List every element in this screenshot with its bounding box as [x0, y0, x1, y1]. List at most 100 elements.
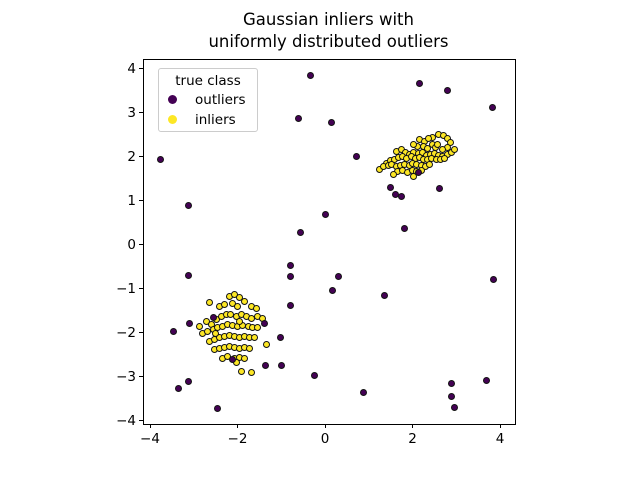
scatter-point-inliers [433, 140, 441, 148]
scatter-point-inliers [241, 354, 248, 362]
scatter-point-outliers [386, 183, 394, 191]
y-tick-label: −1 [116, 280, 136, 297]
scatter-point-inliers [252, 304, 260, 312]
scatter-point-inliers [236, 294, 244, 302]
legend-item-outliers: outliers [159, 90, 257, 110]
scatter-point-inliers [241, 298, 248, 305]
scatter-point-outliers [174, 385, 182, 393]
y-tick-mark [139, 332, 143, 334]
scatter-point-inliers [212, 330, 220, 338]
scatter-point-outliers [443, 87, 451, 95]
chart-title-line-2: uniformly distributed outliers [208, 32, 449, 51]
scatter-point-outliers [185, 201, 193, 209]
scatter-point-outliers [360, 389, 367, 396]
scatter-point-outliers [450, 404, 458, 412]
y-tick-mark [139, 288, 143, 290]
scatter-point-outliers [488, 103, 496, 111]
scatter-point-outliers [278, 361, 286, 369]
scatter-point-inliers [447, 138, 455, 146]
chart-title-line-1: Gaussian inliers with [243, 10, 414, 29]
scatter-point-inliers [254, 324, 262, 332]
scatter-point-outliers [482, 376, 490, 384]
scatter-point-inliers [234, 302, 241, 310]
legend-item-inliers: inliers [159, 110, 257, 130]
scatter-point-outliers [414, 169, 422, 177]
x-tick-mark [324, 424, 326, 428]
scatter-point-outliers [448, 380, 456, 388]
scatter-point-outliers [295, 114, 303, 122]
scatter-point-outliers [306, 71, 314, 79]
scatter-point-inliers [451, 145, 458, 153]
legend-title: true class [175, 73, 241, 89]
y-tick-label: −2 [116, 324, 136, 341]
scatter-point-inliers [195, 323, 203, 331]
scatter-point-outliers [489, 275, 497, 283]
x-tick-label: −4 [140, 431, 160, 447]
scatter-point-outliers [214, 405, 222, 413]
scatter-point-outliers [397, 192, 405, 200]
scatter-point-outliers [157, 156, 165, 164]
y-tick-mark [139, 112, 143, 114]
scatter-point-inliers [409, 172, 417, 180]
scatter-point-outliers [185, 377, 193, 385]
scatter-point-inliers [390, 170, 398, 178]
y-tick-label: 0 [127, 236, 136, 253]
scatter-point-inliers [263, 341, 271, 349]
y-tick-mark [139, 420, 143, 422]
scatter-point-inliers [220, 301, 228, 309]
scatter-point-outliers [185, 271, 193, 279]
scatter-point-outliers [400, 224, 408, 232]
scatter-point-inliers [236, 317, 244, 325]
scatter-point-outliers [287, 272, 295, 280]
scatter-point-outliers [329, 287, 337, 295]
x-tick-mark [237, 424, 238, 428]
scatter-point-inliers [238, 368, 246, 376]
x-tick-label: 0 [320, 431, 330, 447]
y-tick-mark [139, 156, 143, 158]
scatter-point-outliers [286, 262, 294, 270]
outliers-marker-icon [168, 95, 177, 104]
scatter-point-outliers [448, 393, 456, 401]
y-tick-label: 3 [127, 104, 136, 121]
scatter-point-inliers [247, 314, 255, 322]
scatter-point-outliers [186, 319, 194, 327]
y-tick-mark [139, 376, 143, 378]
legend-label-inliers: inliers [195, 112, 236, 128]
scatter-point-inliers [248, 369, 256, 377]
scatter-point-inliers [206, 298, 213, 306]
scatter-point-outliers [169, 327, 177, 335]
y-tick-mark [139, 244, 143, 246]
scatter-point-outliers [353, 153, 361, 161]
scatter-point-outliers [287, 301, 295, 309]
scatter-point-outliers [321, 210, 329, 218]
x-tick-label: 2 [408, 431, 417, 447]
scatter-point-outliers [381, 292, 389, 300]
y-tick-label: 2 [127, 148, 136, 165]
scatter-point-outliers [335, 272, 343, 280]
scatter-point-outliers [311, 372, 319, 380]
scatter-point-inliers [439, 145, 447, 153]
y-tick-label: −3 [116, 368, 136, 385]
scatter-point-inliers [410, 141, 418, 149]
scatter-point-inliers [245, 344, 253, 352]
plot-area: true class outliers inliers −4 −2 0 2 4 4 3 2 1 0… [116, 59, 516, 447]
x-tick-label: −2 [227, 431, 248, 447]
scatter-point-inliers [251, 334, 259, 342]
scatter-point-outliers [328, 119, 336, 127]
scatter-point-outliers [297, 229, 305, 237]
x-tick-mark [499, 424, 501, 428]
scatter-point-outliers [261, 320, 269, 328]
scatter-point-outliers [277, 334, 285, 342]
scatter-point-inliers [440, 154, 448, 162]
y-tick-label: 1 [127, 192, 136, 209]
chart-title: Gaussian inliers with uniformly distribu… [143, 9, 514, 53]
y-tick-label: 4 [127, 60, 136, 77]
legend: true class outliers inliers [158, 68, 258, 132]
x-tick-mark [412, 424, 413, 428]
scatter-point-outliers [228, 355, 236, 363]
y-tick-mark [139, 68, 143, 70]
legend-label-outliers: outliers [195, 92, 246, 108]
scatter-point-outliers [435, 184, 443, 192]
scatter-point-outliers [416, 79, 424, 87]
